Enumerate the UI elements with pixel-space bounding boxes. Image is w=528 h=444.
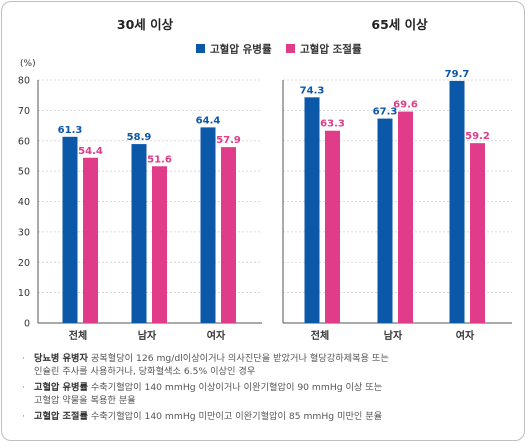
data-label: 54.4: [78, 146, 103, 157]
legend-swatch-2: [286, 44, 295, 53]
data-label: 61.3: [58, 125, 83, 136]
y-tick-label: 80: [18, 76, 30, 87]
note-term: 당뇨병 유병자: [34, 353, 88, 364]
bar-prevalence: [62, 136, 78, 323]
data-label: 67.3: [373, 107, 398, 118]
x-tick-label: 전체: [69, 329, 87, 342]
bar-prevalence: [131, 144, 147, 323]
legend-label-2: 고혈압 조절률: [300, 43, 362, 56]
bar-control: [398, 111, 413, 323]
y-tick-label: 20: [18, 258, 30, 269]
x-tick-label: 남자: [138, 329, 157, 342]
note-term: 고혈압 조절률: [34, 411, 88, 422]
note-text: 공복혈당이 126 mg/dl이상이거나 의사진단을 받았거나 혈당강하제복용 …: [87, 353, 389, 364]
chart-title-2: 65세 이상: [371, 17, 428, 32]
x-tick-label: 전체: [311, 329, 329, 342]
data-label: 69.6: [393, 100, 418, 111]
x-tick-label: 여자: [207, 329, 226, 342]
note-text-cont: 고혈압 약물을 복용한 분율: [34, 395, 136, 406]
y-axis-unit: (%): [20, 59, 36, 69]
y-tick-label: 30: [18, 227, 30, 238]
chart-title-1: 30세 이상: [117, 17, 174, 32]
note-1: · 당뇨병 유병자 공복혈당이 126 mg/dl이상이거나 의사진단을 받았거…: [20, 352, 520, 378]
bar-prevalence: [449, 80, 465, 323]
bar-control: [152, 166, 167, 323]
legend-swatch-1: [196, 44, 205, 53]
bar-control: [83, 157, 98, 323]
y-tick-label: 10: [18, 288, 30, 299]
bullet-icon: ·: [22, 382, 25, 393]
y-tick-label: 0: [24, 319, 30, 330]
note-text-cont: 인슐린 주사를 사용하거나, 당화혈색소 6.5% 이상인 경우: [34, 366, 256, 377]
note-text: 수축기혈압이 140 mmHg 이상이거나 이완기혈압이 90 mmHg 이상 …: [87, 382, 383, 393]
bullet-icon: ·: [22, 353, 25, 364]
data-label: 51.6: [147, 154, 172, 165]
bar-control: [325, 130, 340, 323]
note-3: · 고혈압 조절률 수축기혈압이 140 mmHg 미만이고 이완기혈압이 85…: [20, 410, 520, 423]
y-tick-label: 60: [18, 136, 30, 147]
note-term: 고혈압 유병률: [34, 382, 88, 393]
data-label: 63.3: [320, 119, 345, 130]
data-label: 74.3: [300, 85, 325, 96]
note-2: · 고혈압 유병률 수축기혈압이 140 mmHg 이상이거나 이완기혈압이 9…: [20, 381, 520, 407]
x-tick-label: 남자: [384, 329, 403, 342]
bar-prevalence: [304, 97, 320, 323]
y-tick-label: 50: [18, 167, 30, 178]
x-tick-label: 여자: [456, 329, 475, 342]
y-tick-label: 70: [18, 106, 30, 117]
notes: · 당뇨병 유병자 공복혈당이 126 mg/dl이상이거나 의사진단을 받았거…: [20, 352, 520, 426]
bar-prevalence: [200, 127, 216, 323]
data-label: 57.9: [216, 135, 241, 146]
bar-control: [221, 147, 236, 323]
data-label: 64.4: [196, 115, 221, 126]
data-label: 79.7: [445, 69, 470, 80]
data-label: 59.2: [465, 131, 490, 142]
legend-label-1: 고혈압 유병률: [210, 43, 272, 56]
y-tick-label: 40: [18, 197, 30, 208]
bullet-icon: ·: [22, 411, 25, 422]
bar-control: [470, 143, 485, 323]
bar-prevalence: [377, 118, 393, 323]
data-label: 58.9: [127, 132, 152, 143]
note-text: 수축기혈압이 140 mmHg 미만이고 이완기혈압이 85 mmHg 미만인 …: [87, 411, 383, 422]
